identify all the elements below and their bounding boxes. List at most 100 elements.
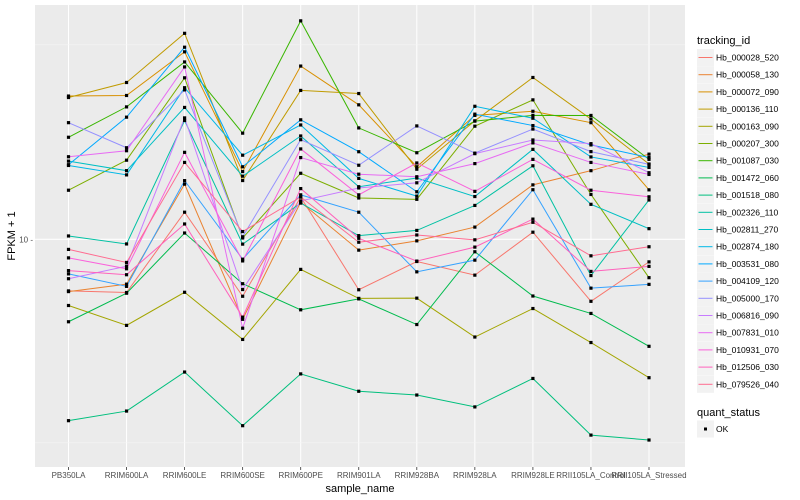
data-point bbox=[241, 315, 245, 319]
data-point bbox=[473, 152, 477, 156]
data-point bbox=[531, 141, 535, 145]
data-point bbox=[299, 267, 303, 271]
data-point bbox=[299, 134, 303, 138]
data-point bbox=[124, 115, 129, 119]
data-point bbox=[357, 389, 361, 393]
data-point bbox=[473, 112, 477, 116]
data-point bbox=[531, 98, 535, 102]
data-point bbox=[531, 306, 535, 311]
data-point bbox=[241, 178, 245, 183]
data-point bbox=[183, 60, 187, 64]
legend-label: Hb_007831_010 bbox=[716, 328, 779, 338]
y-tick-label: 10 - bbox=[19, 235, 33, 244]
data-point bbox=[299, 186, 303, 191]
data-point bbox=[357, 172, 361, 176]
x-tick-label: RRIM600PE bbox=[278, 471, 322, 480]
x-axis-title: sample_name bbox=[325, 483, 394, 495]
data-point bbox=[183, 118, 187, 123]
data-point bbox=[183, 65, 187, 69]
data-point bbox=[183, 150, 187, 154]
data-point bbox=[531, 157, 535, 161]
data-point bbox=[357, 91, 361, 96]
shape-legend-key-point bbox=[704, 427, 707, 431]
data-point bbox=[241, 294, 245, 298]
data-point bbox=[589, 160, 593, 165]
data-point bbox=[183, 182, 187, 186]
data-point bbox=[66, 320, 71, 324]
x-tick-label: RRIM928LA bbox=[453, 471, 497, 480]
data-point bbox=[415, 259, 419, 263]
x-tick-label: RRIM600LE bbox=[163, 471, 207, 480]
legend-label: Hb_001518_080 bbox=[716, 190, 779, 200]
data-point bbox=[589, 433, 593, 437]
data-point bbox=[647, 188, 651, 192]
data-point bbox=[589, 142, 593, 146]
data-point bbox=[473, 124, 477, 128]
data-point bbox=[415, 161, 419, 165]
data-point bbox=[647, 264, 651, 268]
data-point bbox=[589, 113, 593, 118]
data-point bbox=[415, 322, 419, 327]
legend-label: Hb_002326_110 bbox=[716, 207, 779, 217]
data-point bbox=[647, 171, 651, 175]
data-point bbox=[124, 273, 129, 277]
data-point bbox=[647, 260, 651, 264]
legend-label: Hb_002874_180 bbox=[716, 242, 779, 252]
data-point bbox=[589, 155, 593, 159]
data-point bbox=[531, 127, 535, 131]
x-tick-label: RRIM600LA bbox=[105, 471, 149, 480]
data-point bbox=[241, 235, 245, 239]
data-point bbox=[357, 103, 361, 107]
data-point bbox=[647, 165, 651, 170]
data-point bbox=[415, 194, 419, 198]
data-point bbox=[66, 419, 71, 423]
data-point bbox=[357, 193, 361, 197]
data-point bbox=[66, 121, 71, 125]
data-point bbox=[241, 287, 245, 292]
data-point bbox=[66, 135, 71, 139]
data-point bbox=[415, 239, 419, 243]
data-point bbox=[415, 393, 419, 397]
data-point bbox=[66, 269, 71, 273]
data-point bbox=[357, 236, 361, 240]
legend-label: Hb_000163_090 bbox=[716, 121, 779, 131]
data-point bbox=[473, 104, 477, 108]
data-point bbox=[415, 151, 419, 155]
data-point bbox=[124, 260, 129, 265]
data-point bbox=[183, 31, 187, 35]
data-point bbox=[647, 152, 651, 156]
shape-legend: quant_status OK bbox=[697, 407, 760, 438]
x-tick-label: RRII105LA_Stressed bbox=[611, 471, 686, 480]
data-point bbox=[531, 123, 535, 128]
data-point bbox=[531, 376, 535, 381]
data-point bbox=[415, 190, 419, 194]
data-point bbox=[589, 169, 593, 173]
data-point bbox=[415, 296, 419, 300]
data-point bbox=[183, 105, 187, 110]
data-point bbox=[415, 175, 419, 179]
legend-label: Hb_001472_060 bbox=[716, 173, 779, 183]
data-point bbox=[124, 93, 129, 98]
data-point bbox=[357, 297, 361, 301]
data-point bbox=[241, 169, 245, 174]
data-point bbox=[647, 155, 651, 160]
data-point bbox=[531, 188, 535, 192]
data-point bbox=[589, 192, 593, 197]
data-point bbox=[66, 277, 71, 281]
data-point bbox=[589, 254, 593, 258]
data-point bbox=[531, 183, 535, 187]
data-point bbox=[241, 424, 245, 428]
shape-legend-title: quant_status bbox=[697, 407, 760, 419]
data-point bbox=[241, 229, 245, 234]
data-point bbox=[66, 272, 71, 276]
y-axis-title: FPKM + 1 bbox=[6, 211, 18, 260]
data-point bbox=[66, 289, 71, 294]
data-point bbox=[357, 288, 361, 292]
data-point bbox=[357, 234, 361, 238]
data-point bbox=[415, 233, 419, 237]
data-point bbox=[66, 256, 71, 260]
data-point bbox=[183, 45, 187, 49]
data-point bbox=[415, 124, 419, 128]
data-point bbox=[473, 245, 477, 249]
data-point bbox=[647, 276, 651, 280]
